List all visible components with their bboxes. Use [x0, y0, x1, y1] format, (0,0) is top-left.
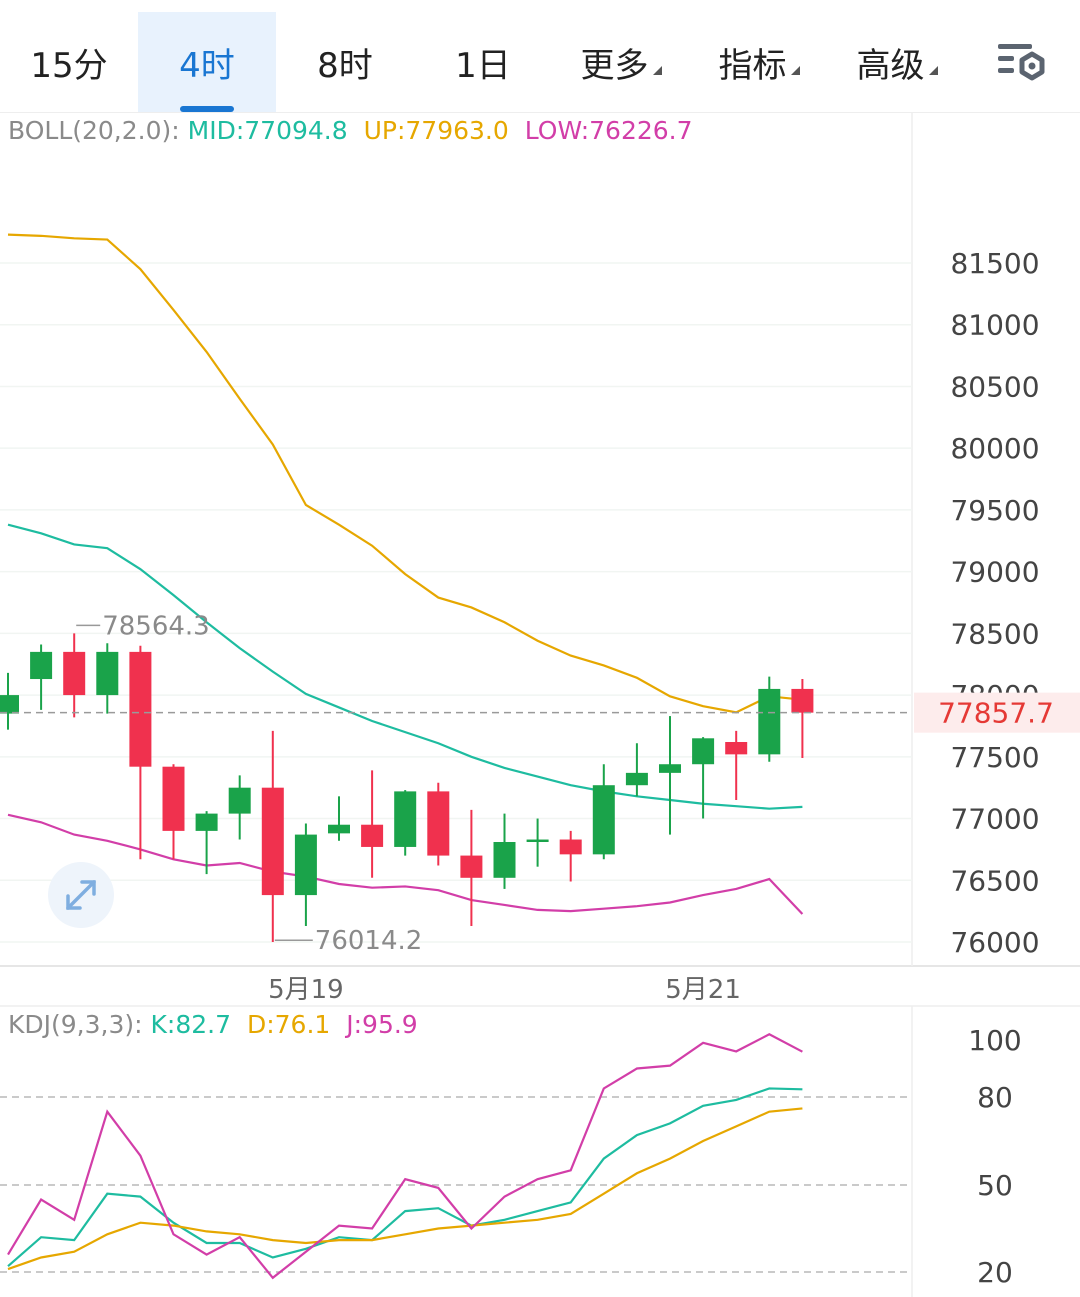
kdj-k-line — [7, 1087, 803, 1268]
date-tick-label: 5月19 — [268, 975, 344, 1005]
candle-body — [195, 813, 218, 831]
price-tick-label: 78500 — [950, 617, 1039, 650]
candle-body — [659, 764, 681, 773]
candle-body — [328, 824, 350, 834]
tab-label: 8时 — [317, 45, 373, 86]
high-marker-label: 78564.3 — [102, 611, 210, 641]
tab-1[interactable]: 4时 — [138, 12, 276, 112]
current-price-tag-bg — [914, 692, 1080, 733]
candle-body — [63, 651, 86, 696]
boll-low-line — [7, 813, 804, 915]
candle-body — [592, 785, 615, 855]
candle-body — [625, 772, 648, 786]
expand-chart-button[interactable] — [48, 862, 114, 928]
tab-label: 指标 — [718, 45, 787, 86]
candle-body — [294, 834, 317, 896]
boll-up-value: UP:77963.0 — [363, 116, 509, 145]
candle-body — [228, 787, 251, 814]
dropdown-caret-icon — [790, 65, 800, 75]
candle-body — [526, 839, 549, 843]
tab-3[interactable]: 1日 — [414, 12, 552, 112]
price-tick-label: 79000 — [950, 556, 1039, 589]
kdj-d-value: D:76.1 — [246, 1010, 331, 1039]
price-tick-label: 77500 — [950, 741, 1039, 774]
tab-label: 1日 — [455, 45, 511, 86]
candle-body — [725, 742, 748, 755]
tab-label: 4时 — [179, 45, 235, 86]
date-tick-label: 5月21 — [665, 975, 741, 1005]
price-tick-label: 76500 — [950, 864, 1039, 897]
boll-legend: BOLL(20,2.0): MID:77094.8 UP:77963.0 LOW… — [8, 116, 701, 145]
candle-body — [791, 688, 814, 713]
price-tick-label: 80500 — [950, 370, 1039, 403]
candle-body — [96, 651, 119, 696]
candle-body — [427, 791, 450, 856]
kdj-legend-name: KDJ(9,3,3): — [8, 1010, 143, 1039]
low-marker-label: 76014.2 — [315, 926, 423, 956]
candle-body — [758, 688, 781, 755]
kdj-j-line — [7, 1033, 803, 1280]
boll-low-value: LOW:76226.7 — [524, 116, 693, 145]
tab-4[interactable]: 更多 — [552, 12, 690, 112]
tab-6[interactable]: 高级 — [828, 12, 966, 112]
candle-body — [162, 766, 185, 831]
chart-settings-button[interactable] — [996, 40, 1048, 88]
tab-label: 15分 — [30, 45, 108, 86]
price-tick-label: 76000 — [950, 926, 1039, 959]
kdj-tick-label: 100 — [968, 1024, 1021, 1057]
expand-arrows-icon — [66, 880, 96, 910]
candle-body — [30, 651, 53, 680]
chart-settings-icon — [998, 44, 1045, 81]
dropdown-caret-icon — [928, 65, 938, 75]
candle-body — [692, 738, 715, 765]
kdj-d-line — [7, 1107, 803, 1271]
price-tick-label: 81000 — [950, 309, 1039, 342]
current-price-label: 77857.7 — [938, 697, 1054, 730]
price-tick-label: 78000 — [950, 679, 1039, 712]
tab-label: 高级 — [856, 45, 925, 86]
boll-up-line — [7, 233, 803, 714]
candle-body — [129, 651, 152, 767]
price-tick-label: 77000 — [950, 803, 1039, 836]
boll-legend-name: BOLL(20,2.0): — [8, 116, 180, 145]
dropdown-caret-icon — [652, 65, 662, 75]
tab-2[interactable]: 8时 — [276, 12, 414, 112]
kdj-legend: KDJ(9,3,3): K:82.7 D:76.1 J:95.9 — [8, 1010, 426, 1039]
kdj-tick-label: 50 — [977, 1169, 1013, 1202]
price-tick-label: 81500 — [950, 247, 1039, 280]
tab-label: 更多 — [580, 45, 649, 86]
tab-5[interactable]: 指标 — [690, 12, 828, 112]
candle-body — [0, 695, 19, 714]
price-tick-label: 79500 — [950, 494, 1039, 527]
candle-body — [361, 824, 384, 847]
candle-body — [460, 855, 483, 878]
kdj-tick-label: 20 — [977, 1256, 1013, 1289]
kdj-tick-label: 80 — [977, 1081, 1013, 1114]
candle-body — [559, 839, 582, 855]
price-tick-label: 80000 — [950, 432, 1039, 465]
kdj-k-value: K:82.7 — [150, 1010, 231, 1039]
timeframe-tabs: 15分 4时 8时 1日 更多 指标 高级 — [0, 0, 1080, 113]
candle-body — [261, 787, 284, 896]
tab-0[interactable]: 15分 — [0, 12, 138, 112]
boll-mid-value: MID:77094.8 — [187, 116, 348, 145]
boll-mid-line — [7, 523, 803, 810]
candle-body — [394, 791, 417, 847]
kdj-j-value: J:95.9 — [346, 1010, 418, 1039]
candle-body — [493, 842, 516, 878]
